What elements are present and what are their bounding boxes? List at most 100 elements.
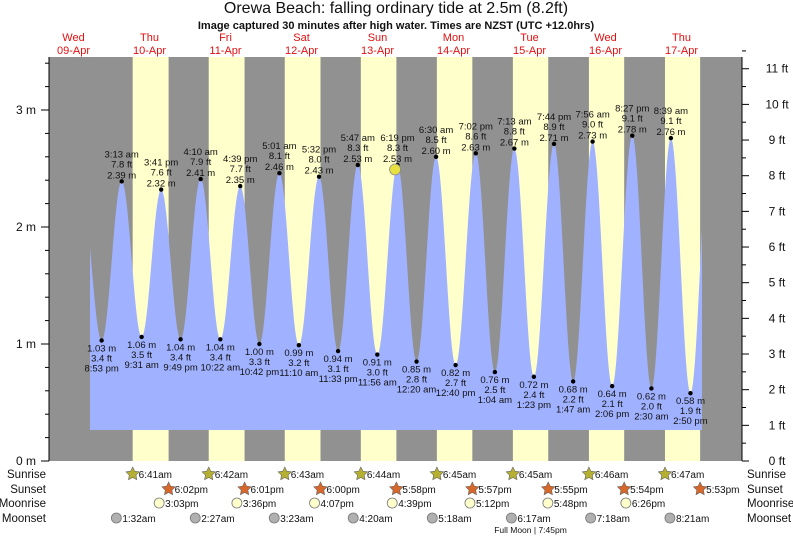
high-tide-point: 6:30 am8.5 ft2.60 m xyxy=(419,125,453,159)
tide-label: 2.60 m xyxy=(422,146,451,157)
sunrise-time: 6:45am xyxy=(519,470,552,481)
date-label: 11-Apr xyxy=(209,45,242,57)
left-axis-tick-label: 3 m xyxy=(16,103,36,117)
tide-label: 1.00 m xyxy=(245,347,274,358)
moonset-time: 8:21am xyxy=(676,514,709,525)
tide-dot xyxy=(99,338,104,343)
tide-label: 8.9 ft xyxy=(543,122,564,133)
sunrise-icon xyxy=(429,466,445,481)
high-tide-point: 8:27 pm9.1 ft2.78 m xyxy=(615,104,650,138)
tide-dot xyxy=(590,139,595,144)
day-of-week-label: Sun xyxy=(368,32,388,44)
sunset-time: 5:55pm xyxy=(554,485,587,496)
sunrise-time: 6:47am xyxy=(671,470,704,481)
tide-label: 2.4 ft xyxy=(523,390,544,401)
tide-label: 8.5 ft xyxy=(426,135,447,146)
tide-label: 8.3 ft xyxy=(387,143,408,154)
tide-dot xyxy=(433,154,439,159)
axes: 0 m 1 m 2 m 3 m 0 ft 1 ft 2 ft 3 ft 4 ft 5 ft 6 ft… xyxy=(16,50,789,468)
tide-label: 0.68 m xyxy=(559,384,588,395)
tide-dot xyxy=(492,369,498,375)
right-axis-tick-label: 9 ft xyxy=(769,133,786,147)
moonrise-time: 6:26pm xyxy=(632,499,665,510)
tide-label: 3.4 ft xyxy=(170,352,191,363)
tide-label: 2.2 ft xyxy=(563,394,584,405)
tide-label: 1.9 ft xyxy=(680,406,701,417)
sunset-icon xyxy=(313,481,328,496)
tide-label: 0.58 m xyxy=(676,396,705,407)
moonset-icon xyxy=(347,512,359,524)
tide-label: 7:02 pm xyxy=(459,121,493,132)
sunrise-icon xyxy=(277,466,293,481)
right-axis-tick-label: 7 ft xyxy=(769,204,786,218)
tide-label: 3.2 ft xyxy=(288,358,309,369)
day-of-week-label: Fri xyxy=(219,32,232,44)
tide-label: 5:01 am xyxy=(262,141,296,152)
moonrise-icon xyxy=(309,497,320,509)
low-tide-point: 1.06 m3.5 ft9:31 am xyxy=(124,334,159,371)
high-tide-point: 5:01 am8.1 ft2.46 m xyxy=(262,141,297,176)
tide-label: 1.04 m xyxy=(166,342,195,353)
sunset-icon xyxy=(465,481,480,496)
tide-label: 1.04 m xyxy=(206,342,235,353)
tide-label: 2.39 m xyxy=(107,170,136,181)
tide-label: 1:04 am xyxy=(478,395,512,406)
sunset-icon xyxy=(389,481,404,496)
moon-phase-label: Full Moon | 7:45pm xyxy=(494,525,567,535)
tide-dot xyxy=(296,342,302,348)
tide-label: 8.1 ft xyxy=(269,151,290,162)
tide-label: 10:22 am xyxy=(201,362,241,373)
tide-dot xyxy=(355,162,361,168)
sunset-time: 5:53pm xyxy=(706,485,739,496)
tide-label: 7.6 ft xyxy=(151,168,172,179)
date-label: 16-Apr xyxy=(589,45,622,57)
day-of-week-label: Thu xyxy=(140,32,159,44)
sunrise-icon xyxy=(125,466,140,481)
date-label: 17-Apr xyxy=(665,45,698,57)
sunset-time: 5:54pm xyxy=(630,485,663,496)
tide-label: 5:32 pm xyxy=(302,145,336,156)
tide-label: 3.4 ft xyxy=(210,352,231,363)
tide-dot xyxy=(453,362,458,368)
tide-label: 0.94 m xyxy=(324,354,353,365)
tide-label: 2.41 m xyxy=(186,168,215,179)
moonrise-time: 5:12pm xyxy=(476,499,509,510)
tide-label: 7.7 ft xyxy=(230,164,251,175)
day-of-week-label: Tue xyxy=(520,32,539,44)
moonset-icon xyxy=(268,512,280,524)
moonrise-row-label-left: Moonrise xyxy=(0,498,46,510)
sunrise-icon xyxy=(505,466,521,481)
tide-label: 8:27 pm xyxy=(615,104,649,115)
tide-label: 9:49 pm xyxy=(163,362,197,373)
sunrise-icon xyxy=(581,466,597,481)
low-tide-point: 0.76 m2.5 ft1:04 am xyxy=(478,369,512,406)
tide-dot xyxy=(570,379,576,384)
tide-label: 2.71 m xyxy=(539,133,568,144)
sunrise-row-label-right: Sunrise xyxy=(747,469,786,481)
sunrise-time: 6:41am xyxy=(139,470,172,481)
tide-label: 2.63 m xyxy=(461,142,490,153)
right-axis-tick-label: 2 ft xyxy=(769,383,786,397)
sunset-time: 5:57pm xyxy=(478,485,511,496)
tide-label: 2.53 m xyxy=(383,154,412,165)
tide-dot xyxy=(609,383,615,389)
tide-label: 4:10 am xyxy=(184,147,218,158)
tide-label: 8.8 ft xyxy=(504,127,525,138)
high-tide-point: 5:47 am8.3 ft2.53 m xyxy=(341,133,375,168)
tide-label: 12:40 pm xyxy=(436,388,476,399)
tide-label: 9.1 ft xyxy=(660,116,681,127)
high-tide-point: 3:13 am7.8 ft2.39 m xyxy=(105,149,139,184)
tide-label: 2.1 ft xyxy=(602,399,623,410)
tide-dot xyxy=(218,337,223,342)
tide-label: 1.06 m xyxy=(127,340,156,351)
tide-label: 2:06 pm xyxy=(595,409,629,420)
tide-extremes: 1.03 m3.4 ft8:53 pm3:13 am7.8 ft2.39 m1.… xyxy=(84,104,707,427)
day-of-week-label: Wed xyxy=(594,32,616,44)
tide-dot xyxy=(119,179,124,184)
tide-label: 2:30 am xyxy=(634,411,668,422)
sunrise-icon xyxy=(201,466,217,481)
sunrise-time: 6:46am xyxy=(595,470,628,481)
tide-label: 2.46 m xyxy=(265,162,294,173)
sunset-time: 6:02pm xyxy=(175,485,208,496)
